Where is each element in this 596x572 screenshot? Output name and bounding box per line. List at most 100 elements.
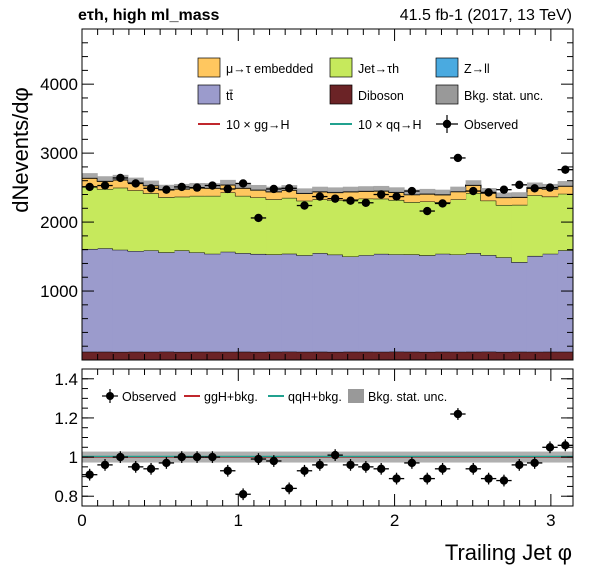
main-ytick-label-2: 3000 xyxy=(40,144,78,163)
bar--embedded-6 xyxy=(174,189,190,197)
observed-point-12 xyxy=(269,184,278,194)
bar-diboson-14 xyxy=(296,351,313,360)
legend-label-3: tt̄ xyxy=(226,89,233,103)
bar-tt--8 xyxy=(204,253,221,352)
ratio-point-30 xyxy=(545,443,555,452)
bar-bkg-stat-unc--11 xyxy=(250,184,267,190)
ratio-point-19 xyxy=(377,464,386,474)
ratio-legend-label-3: Bkg. stat. unc. xyxy=(368,390,447,404)
ratio-point-5 xyxy=(162,458,171,468)
bar-jet-h-18 xyxy=(358,198,374,256)
bar--embedded-21 xyxy=(404,194,420,203)
bar-bkg-stat-unc--14 xyxy=(296,188,313,194)
bar-diboson-31 xyxy=(557,351,574,360)
bar-diboson-5 xyxy=(158,351,175,360)
bar-tt--10 xyxy=(235,253,252,352)
legend-swatch-1 xyxy=(329,57,353,78)
bar-diboson-18 xyxy=(358,351,374,360)
ratio-point-20 xyxy=(392,474,401,483)
bar-diboson-30 xyxy=(542,351,559,360)
ratio-point-31 xyxy=(561,441,570,450)
observed-point-1 xyxy=(100,181,110,190)
bar-tt--4 xyxy=(143,250,160,352)
bar--embedded-23 xyxy=(434,194,451,203)
bar-diboson-17 xyxy=(342,351,359,360)
bar-jet-h-28 xyxy=(511,204,528,263)
bar-bkg-stat-unc--1 xyxy=(97,176,114,182)
main-legend: μ→τ embedded Jet→τh Z→ll tt̄ Diboson Bkg. sta… xyxy=(192,50,550,138)
bar-tt--31 xyxy=(557,250,574,352)
bar-jet-h-7 xyxy=(189,195,206,253)
observed-point-31 xyxy=(561,165,570,174)
bar-bkg-stat-unc--20 xyxy=(388,187,405,193)
bar-jet-h-16 xyxy=(327,200,344,255)
observed-point-20 xyxy=(392,192,401,201)
legend-label-6: 10 × gg→H xyxy=(226,118,290,132)
bar-jet-h-19 xyxy=(373,198,390,254)
bar--embedded-0 xyxy=(82,178,98,187)
main-ytick-label-1: 2000 xyxy=(40,213,78,232)
y-axis-title: dNevents/dφ xyxy=(8,87,33,213)
ratio-point-10 xyxy=(238,490,248,499)
bar--embedded-13 xyxy=(281,190,298,198)
bar--embedded-12 xyxy=(266,191,282,200)
ratio-point-11 xyxy=(254,454,263,464)
ratio-point-7 xyxy=(192,452,202,462)
observed-point-9 xyxy=(223,184,232,194)
bar-jet-h-6 xyxy=(174,196,190,251)
ratio-point-26 xyxy=(484,474,493,483)
bar-jet-h-11 xyxy=(250,197,267,254)
bar-bkg-stat-unc--25 xyxy=(465,180,482,186)
ratio-point-3 xyxy=(131,462,140,472)
bar-jet-h-27 xyxy=(496,204,513,258)
bar-jet-h-24 xyxy=(450,199,466,255)
legend-swatch-2 xyxy=(435,57,459,78)
bar-diboson-4 xyxy=(143,351,160,360)
bar-jet-h-30 xyxy=(542,196,559,254)
ratio-point-17 xyxy=(346,460,355,470)
bar-jet-h-3 xyxy=(128,190,144,252)
ratio-legend-bg xyxy=(96,385,476,407)
observed-point-4 xyxy=(146,184,156,193)
observed-point-27 xyxy=(499,185,509,194)
bar-tt--14 xyxy=(296,255,313,352)
legend-swatch-4 xyxy=(329,84,353,105)
bar--embedded-11 xyxy=(250,190,267,198)
bar-diboson-16 xyxy=(327,351,344,360)
observed-point-10 xyxy=(238,179,248,188)
main-legend-bg xyxy=(192,50,550,138)
bar--embedded-10 xyxy=(235,188,252,196)
bar-jet-h-5 xyxy=(158,197,175,253)
bar-diboson-20 xyxy=(388,351,405,360)
bar-tt--2 xyxy=(112,249,129,352)
ratio-point-14 xyxy=(300,466,309,475)
observed-point-14 xyxy=(300,201,309,210)
observed-point-13 xyxy=(284,184,294,193)
bar-diboson-19 xyxy=(373,351,390,360)
ratio-band xyxy=(82,451,573,463)
bar-tt--22 xyxy=(419,255,436,352)
bar-diboson-0 xyxy=(82,351,98,360)
ratio-panel: 0 1 2 3 0.8 1 1.2 1.4 Observed ggH+bkg. qqH+bkg. B… xyxy=(54,368,574,530)
legend-swatch-5 xyxy=(435,84,459,105)
bar-tt--5 xyxy=(158,252,175,352)
ratio-ticks: 0 1 2 3 0.8 1 1.2 1.4 xyxy=(54,369,573,530)
bar-diboson-3 xyxy=(128,351,144,360)
x-axis-title: Trailing Jet φ xyxy=(445,540,572,565)
bar-tt--19 xyxy=(373,253,390,352)
legend-marker-dot-8 xyxy=(442,119,452,129)
observed-point-28 xyxy=(515,180,524,190)
ratio-point-22 xyxy=(423,474,432,483)
bar-tt--30 xyxy=(542,253,559,352)
x-tick-label-1: 1 xyxy=(234,511,243,530)
ratio-point-2 xyxy=(116,452,125,462)
bar--embedded-31 xyxy=(557,186,574,194)
bar-jet-h-12 xyxy=(266,199,282,255)
bar--embedded-28 xyxy=(511,197,528,205)
x-tick-label-0: 0 xyxy=(77,511,86,530)
bar-tt--18 xyxy=(358,255,374,352)
x-tick-label-2: 2 xyxy=(390,511,399,530)
bar-diboson-2 xyxy=(112,351,129,360)
bar-jet-h-9 xyxy=(220,192,236,252)
